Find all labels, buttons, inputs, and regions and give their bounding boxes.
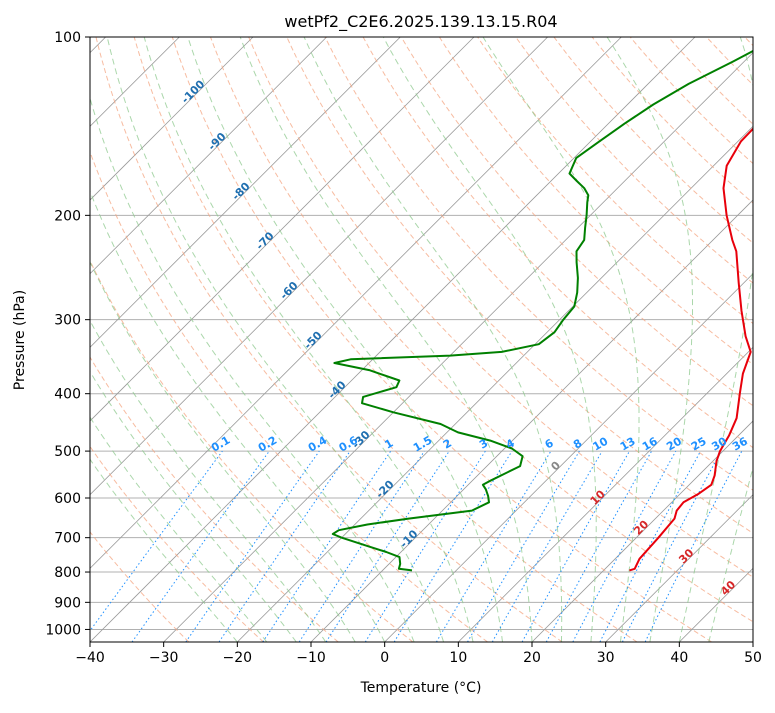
- y-tick-label: 300: [54, 313, 81, 329]
- x-tick-label: −10: [296, 650, 326, 666]
- x-tick-label: −20: [223, 650, 253, 666]
- y-tick-label: 500: [54, 444, 81, 460]
- x-tick-label: 30: [597, 650, 615, 666]
- y-tick-label: 1000: [45, 622, 81, 638]
- y-tick-label: 900: [54, 595, 81, 611]
- chart-title: wetPf2_C2E6.2025.139.13.15.R04: [284, 12, 557, 32]
- y-tick-label: 200: [54, 208, 81, 224]
- y-tick-label: 700: [54, 531, 81, 547]
- x-tick-label: −40: [75, 650, 105, 666]
- y-tick-label: 800: [54, 565, 81, 581]
- y-tick-label: 600: [54, 491, 81, 507]
- x-tick-label: 40: [670, 650, 688, 666]
- x-axis-label: Temperature (°C): [360, 680, 482, 696]
- x-tick-label: −30: [149, 650, 179, 666]
- x-tick-label: 50: [744, 650, 762, 666]
- y-tick-label: 400: [54, 387, 81, 403]
- y-axis-label: Pressure (hPa): [12, 290, 28, 390]
- y-tick-label: 100: [54, 30, 81, 46]
- x-tick-label: 10: [449, 650, 467, 666]
- x-tick-label: 20: [523, 650, 541, 666]
- x-tick-label: 0: [380, 650, 389, 666]
